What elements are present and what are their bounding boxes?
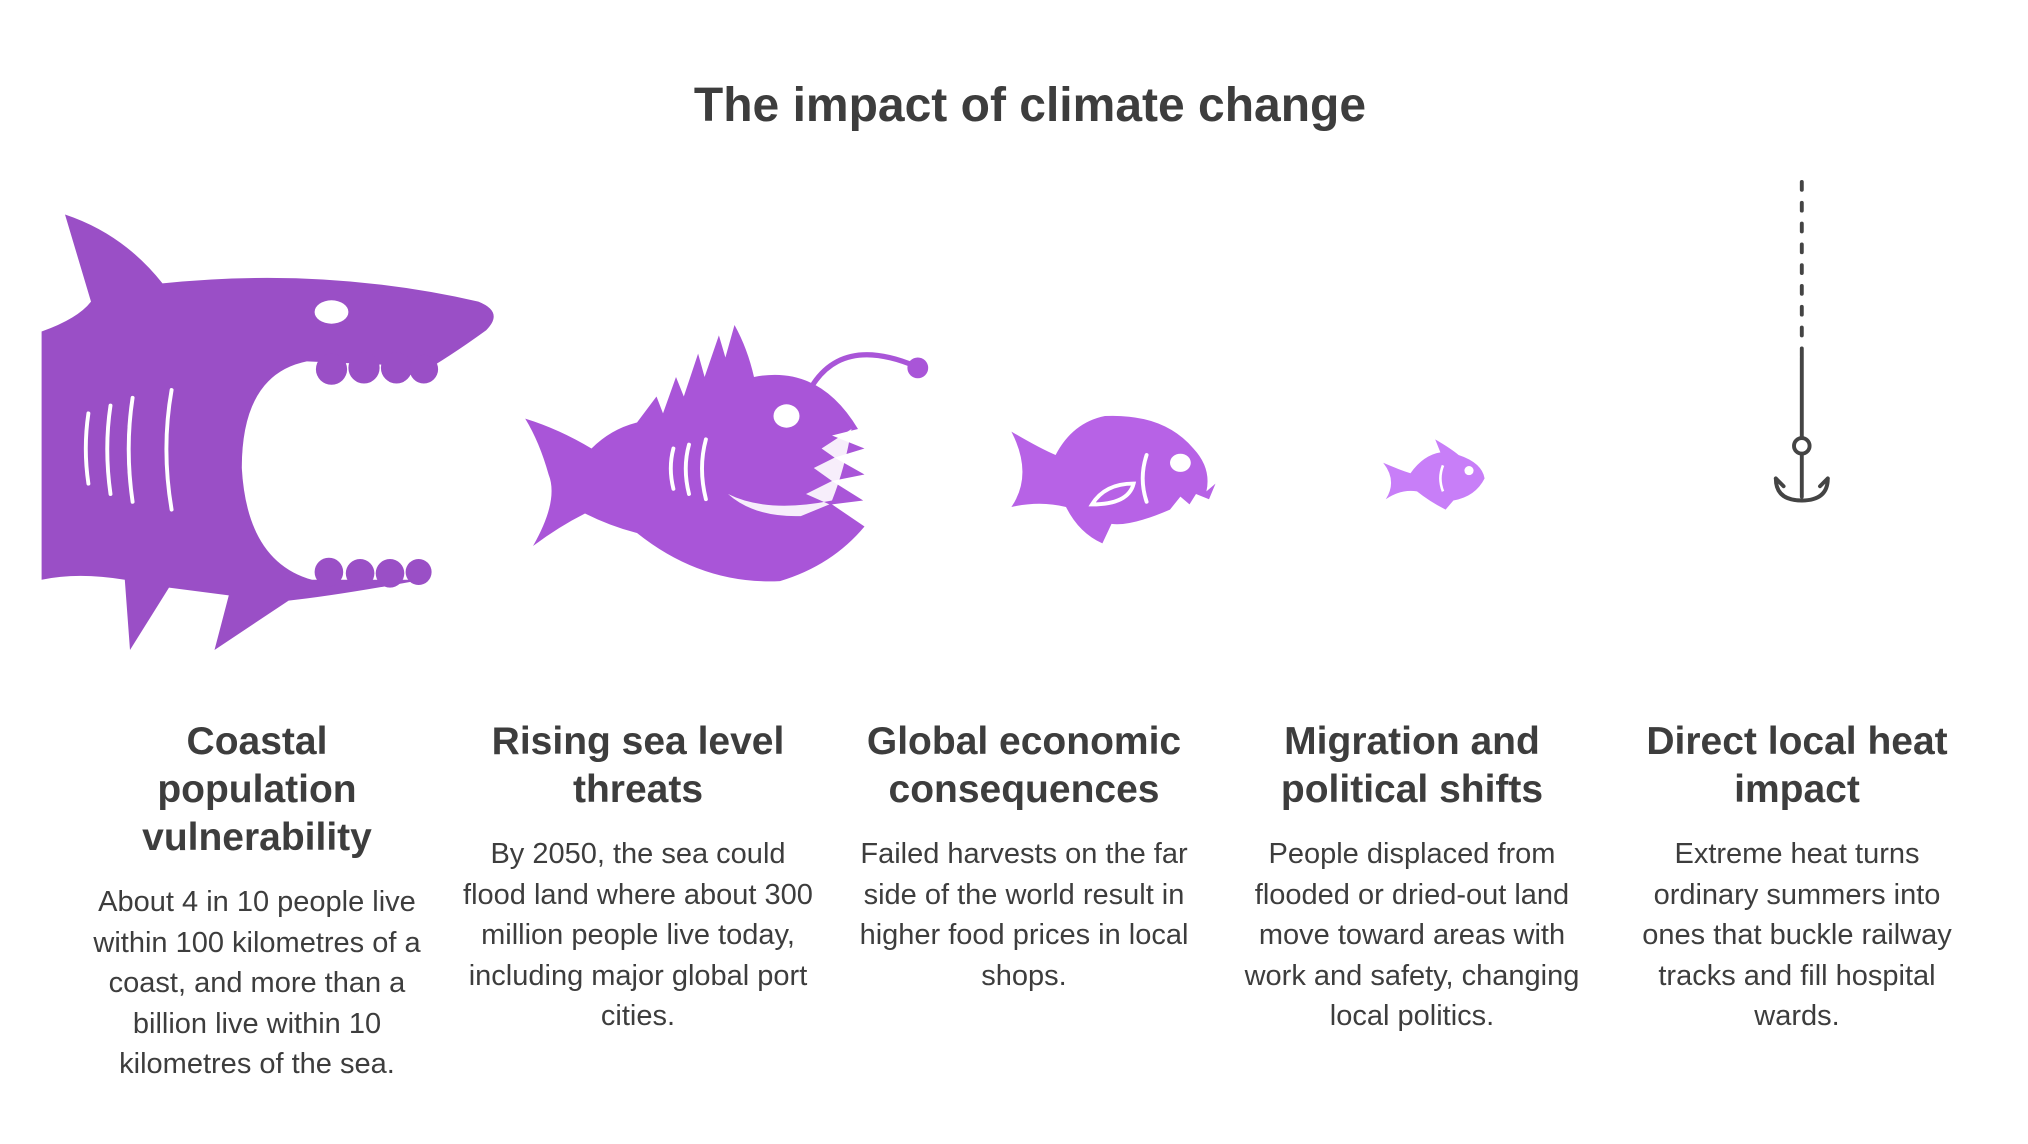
column: Migration and political shifts People dis… [1237, 718, 1587, 1037]
column-text: Extreme heat turns ordinary summers into… [1642, 838, 1952, 1032]
column-text: By 2050, the sea could flood land where … [463, 838, 813, 1032]
column-heading: Coastal population vulnerability [142, 720, 372, 859]
hook [1773, 180, 1830, 503]
column-heading: Migration and political shifts [1280, 720, 1544, 811]
column: Global economic consequences Failed harve… [849, 718, 1199, 996]
column-text: People displaced from flooded or dried-o… [1244, 838, 1580, 1032]
column-heading: Direct local heat impact [1646, 720, 1948, 811]
title: The impact of climate change [693, 79, 1367, 132]
column-text: About 4 in 10 people live within 100 kil… [93, 886, 421, 1080]
column: Direct local heat impact Extreme heat tur… [1622, 718, 1972, 1037]
anglerfish [525, 325, 929, 582]
shark [41, 214, 494, 650]
piranha [1011, 415, 1216, 544]
small-fish [1383, 439, 1485, 510]
column-heading: Rising sea level threats [491, 720, 785, 811]
column-heading: Global economic consequences [866, 720, 1182, 811]
column-text: Failed harvests on the far side of the w… [859, 838, 1189, 992]
column: Coastal population vulnerability About 4 … [82, 718, 432, 1085]
column: Rising sea level threats By 2050, the sea… [463, 718, 813, 1037]
